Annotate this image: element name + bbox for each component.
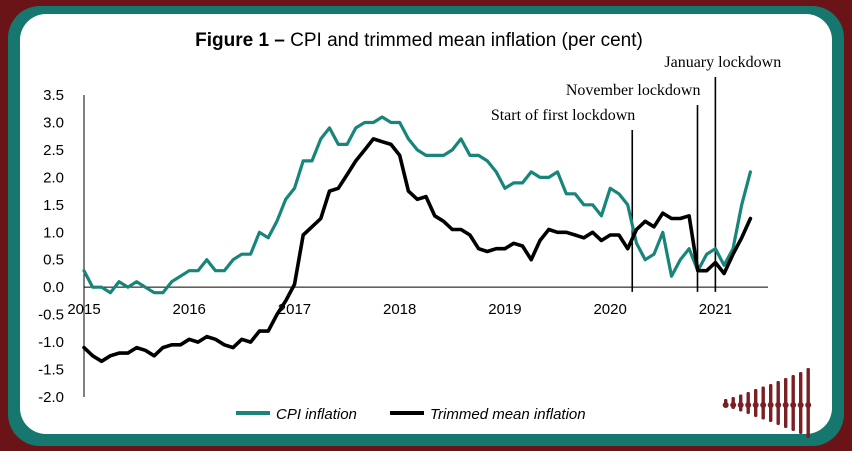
bar-logo-icon	[722, 368, 812, 438]
y-tick-label: -2.0	[38, 389, 64, 406]
y-tick-label: -1.0	[38, 334, 64, 351]
x-tick-label: 2017	[278, 301, 311, 318]
chart-title: Figure 1 – CPI and trimmed mean inflatio…	[195, 30, 643, 51]
annotation-label: January lockdown	[664, 54, 781, 71]
series-group	[82, 115, 753, 364]
y-tick-label: 2.5	[43, 142, 64, 159]
series-line-cpi	[82, 115, 753, 295]
logo-dot	[790, 402, 797, 408]
legend-label-trimmed: Trimmed mean inflation	[430, 406, 586, 423]
logo-dot	[745, 402, 752, 408]
y-tick-label: 3.5	[43, 87, 64, 104]
y-axis-tick-labels: 3.5 3.0 2.5 2.0 1.5 1.0 0.5 0.0 -0.5 -1.0 -1.5 -2.0	[38, 87, 64, 406]
legend-label-cpi: CPI inflation	[276, 406, 357, 423]
y-tick-label: 3.0	[43, 114, 64, 131]
annotation-label: Start of first lockdown	[491, 107, 635, 124]
y-tick-label: 2.0	[43, 169, 64, 186]
x-tick-label: 2021	[699, 301, 732, 318]
y-tick-label: -0.5	[38, 307, 64, 324]
logo-dot	[805, 402, 812, 408]
chart-panel	[20, 14, 832, 434]
series-line-trimmed	[82, 137, 753, 364]
y-tick-label: 1.5	[43, 197, 64, 214]
y-tick-label: -1.5	[38, 362, 64, 379]
chart-title-rest: CPI and trimmed mean inflation (per cent…	[285, 30, 643, 51]
y-tick-label: 0.0	[43, 279, 64, 296]
x-tick-label: 2018	[383, 301, 416, 318]
x-axis: 2015 2016 2017 2018 2019 2020 2021	[67, 286, 768, 318]
lockdown-annotations: Start of first lockdown November lockdown…	[491, 54, 781, 292]
logo-dot	[737, 402, 744, 408]
logo-dot	[730, 402, 737, 408]
logo-dot	[752, 402, 759, 408]
chart-title-bold: Figure 1 –	[195, 30, 285, 51]
logo-dot	[767, 402, 774, 408]
x-tick-label: 2019	[488, 301, 521, 318]
annotation-label: November lockdown	[566, 82, 701, 99]
x-tick-label: 2016	[173, 301, 206, 318]
logo-dot	[760, 402, 767, 408]
logo-dot	[782, 402, 789, 408]
legend: CPI inflation Trimmed mean inflation	[236, 406, 586, 423]
logo-dot	[775, 402, 782, 408]
y-tick-label: 0.5	[43, 252, 64, 269]
y-tick-label: 1.0	[43, 224, 64, 241]
x-tick-label: 2020	[593, 301, 626, 318]
logo-dot	[722, 402, 729, 408]
logo-dot	[797, 402, 804, 408]
